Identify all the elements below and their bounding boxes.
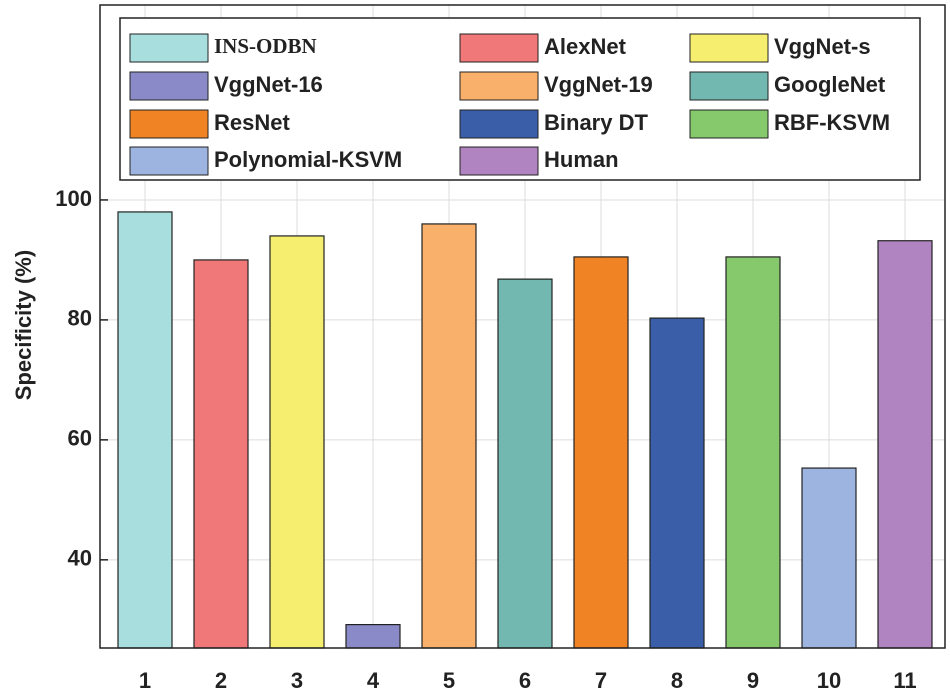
y-tick-label: 60 [68, 426, 92, 451]
x-tick-label: 4 [367, 668, 380, 693]
legend-swatch [129, 71, 209, 101]
legend-swatch [129, 146, 209, 176]
legend-swatch [689, 33, 769, 63]
bar [497, 278, 553, 649]
y-tick-label: 80 [68, 306, 92, 331]
legend-swatch [459, 71, 539, 101]
y-tick-label: 40 [68, 546, 92, 571]
legend-label: VggNet-19 [544, 72, 653, 97]
legend-label: ResNet [214, 110, 290, 135]
bar [345, 624, 401, 649]
legend-swatch [459, 33, 539, 63]
legend-label: VggNet-s [774, 34, 871, 59]
y-tick-label: 100 [55, 186, 92, 211]
x-tick-label: 1 [139, 668, 151, 693]
bar [193, 259, 249, 649]
legend-label: Human [544, 147, 619, 172]
legend-label: INS-ODBN [214, 34, 317, 58]
legend-swatch [689, 109, 769, 139]
x-tick-label: 7 [595, 668, 607, 693]
legend-swatch [459, 146, 539, 176]
x-tick-label: 11 [893, 668, 916, 693]
bar [421, 223, 477, 649]
x-tick-label: 6 [519, 668, 531, 693]
bar [877, 240, 933, 649]
bar [801, 467, 857, 649]
x-tick-label: 10 [817, 668, 841, 693]
legend-swatch [129, 33, 209, 63]
bar [269, 235, 325, 649]
bar [117, 211, 173, 649]
axes-box [99, 4, 946, 649]
legend-label: VggNet-16 [214, 72, 323, 97]
legend-swatch [689, 71, 769, 101]
x-tick-label: 3 [291, 668, 303, 693]
x-tick-label: 8 [671, 668, 683, 693]
x-tick-label: 5 [443, 668, 455, 693]
bar [649, 317, 705, 649]
legend-label: Binary DT [544, 110, 648, 135]
x-tick-label: 9 [747, 668, 759, 693]
legend-label: RBF-KSVM [774, 110, 890, 135]
legend-label: GoogleNet [774, 72, 886, 97]
x-tick-label: 2 [215, 668, 227, 693]
bar [573, 256, 629, 649]
legend-label: AlexNet [544, 34, 627, 59]
legend-swatch [459, 109, 539, 139]
bar [725, 256, 781, 649]
y-axis-label: Specificity (%) [11, 250, 36, 400]
legend-swatch [129, 109, 209, 139]
legend-label: Polynomial-KSVM [214, 147, 402, 172]
